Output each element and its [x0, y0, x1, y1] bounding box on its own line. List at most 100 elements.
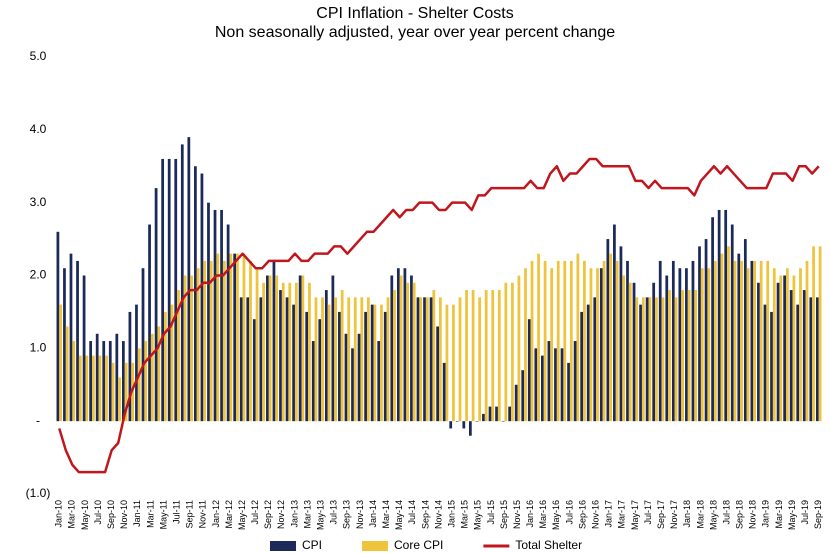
bar	[174, 158, 178, 422]
y-tick-label: 3.0	[30, 195, 47, 209]
bar	[180, 144, 184, 422]
x-tick-label: May-10	[80, 500, 90, 530]
bar	[380, 304, 383, 422]
chart-title: CPI Inflation - Shelter Costs	[316, 5, 513, 22]
x-tick-label: Mar-10	[67, 500, 77, 529]
bar	[750, 260, 754, 422]
bar	[366, 297, 370, 422]
bar	[730, 224, 734, 422]
bar	[334, 297, 337, 422]
x-tick-label: Mar-15	[460, 500, 470, 529]
bar	[190, 275, 193, 422]
bar	[308, 282, 311, 422]
bar	[776, 282, 780, 422]
bar	[691, 260, 695, 422]
bar	[491, 290, 495, 422]
bar	[779, 275, 783, 422]
bar	[268, 275, 272, 422]
x-tick-label: Jul-19	[800, 500, 810, 525]
x-tick-label: Mar-11	[145, 500, 155, 528]
x-tick-label: Sep-12	[263, 500, 273, 529]
bar	[452, 304, 455, 422]
x-tick-label: Jan-15	[446, 500, 456, 528]
bar	[222, 260, 226, 422]
bar	[482, 413, 485, 422]
bar	[796, 304, 800, 422]
bar	[252, 319, 256, 422]
bar	[144, 341, 148, 422]
bar	[517, 275, 521, 422]
bar	[69, 253, 73, 422]
bar	[105, 355, 108, 422]
bar	[802, 290, 806, 422]
bar	[740, 260, 743, 422]
bar	[508, 406, 512, 422]
x-tick-label: Mar-14	[381, 500, 391, 529]
bar	[239, 297, 243, 422]
bar	[635, 297, 639, 422]
x-tick-label: May-16	[551, 500, 561, 530]
bar	[501, 421, 505, 422]
bar	[370, 304, 374, 422]
x-tick-label: Nov-17	[669, 500, 679, 529]
bar	[805, 260, 809, 422]
x-tick-label: Mar-16	[538, 500, 548, 529]
bar	[118, 377, 121, 422]
bar	[763, 304, 767, 422]
bar	[707, 268, 711, 422]
bar	[530, 260, 534, 422]
bar	[497, 290, 501, 422]
bar	[534, 348, 538, 422]
x-tick-label: Sep-19	[813, 500, 823, 529]
bar	[770, 311, 773, 422]
bar	[514, 384, 518, 422]
bar	[593, 297, 597, 422]
bar	[321, 297, 324, 422]
bar	[615, 260, 619, 422]
bar	[711, 217, 714, 422]
bar	[59, 304, 63, 422]
x-tick-label: Sep-17	[656, 500, 666, 529]
bar	[423, 297, 426, 422]
x-tick-label: Nov-18	[748, 500, 758, 529]
y-tick-label: (1.0)	[26, 486, 51, 500]
bar	[399, 275, 403, 422]
bar	[455, 421, 459, 422]
bar	[583, 260, 586, 422]
bar	[537, 253, 540, 422]
bar	[242, 253, 246, 422]
bar	[432, 290, 436, 422]
bar	[124, 362, 128, 422]
x-tick-label: Nov-10	[119, 500, 129, 529]
bar	[543, 260, 547, 422]
x-tick-label: May-17	[630, 500, 640, 530]
bar	[648, 297, 652, 422]
bar	[275, 275, 279, 422]
x-tick-label: Jan-16	[525, 500, 535, 528]
x-tick-label: Nov-11	[198, 500, 208, 528]
bar	[733, 260, 737, 422]
bar	[298, 275, 302, 422]
bar	[743, 239, 747, 422]
bar	[207, 202, 210, 422]
bar	[678, 268, 682, 422]
bar	[357, 333, 361, 422]
x-tick-label: Sep-13	[342, 500, 352, 529]
x-tick-label: Jan-19	[761, 500, 771, 528]
bar	[373, 304, 377, 422]
bar	[589, 268, 593, 422]
x-tick-label: Mar-17	[617, 500, 627, 529]
bar	[76, 260, 79, 422]
bar	[645, 297, 649, 422]
bar	[131, 362, 135, 422]
x-tick-label: Mar-13	[302, 500, 312, 529]
bar	[102, 341, 106, 422]
bar	[475, 421, 479, 422]
bar	[792, 275, 796, 422]
bar	[687, 290, 691, 422]
x-tick-label: Nov-12	[276, 500, 286, 529]
x-tick-label: May-13	[316, 500, 326, 530]
bar	[285, 297, 289, 422]
bar	[170, 304, 174, 422]
bar	[255, 268, 259, 422]
